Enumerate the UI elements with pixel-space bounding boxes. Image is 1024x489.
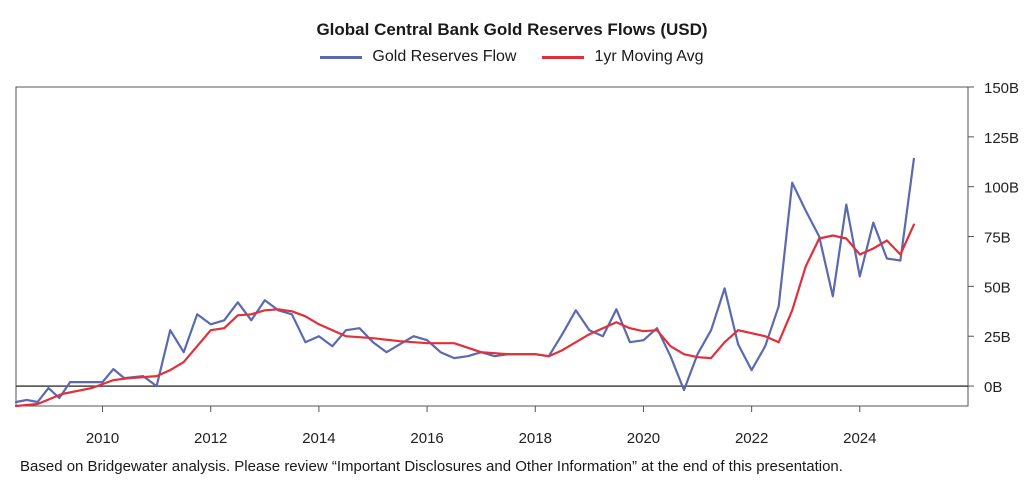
footnote: Based on Bridgewater analysis. Please re… <box>20 458 843 475</box>
legend-label-flow: Gold Reserves Flow <box>372 48 517 65</box>
x-tick-label: 2016 <box>410 430 443 447</box>
x-tick-label: 2024 <box>843 430 876 447</box>
legend-item-flow: Gold Reserves Flow <box>320 48 516 66</box>
series-line-flow <box>14 157 916 404</box>
y-tick-label: 0B <box>984 379 1002 396</box>
legend-item-avg: 1yr Moving Avg <box>542 48 704 66</box>
legend-swatch-flow <box>320 55 363 59</box>
y-tick-label: 125B <box>984 130 1019 147</box>
x-tick-label: 2022 <box>735 430 768 447</box>
x-tick-label: 2020 <box>627 430 660 447</box>
plot-frame <box>15 86 969 407</box>
x-tick-label: 2014 <box>302 430 335 447</box>
y-tick-label: 50B <box>984 279 1011 296</box>
x-tick-label: 2012 <box>194 430 227 447</box>
y-tick-label: 25B <box>984 329 1011 346</box>
chart-title: Global Central Bank Gold Reserves Flows … <box>316 20 708 39</box>
series-line-avg <box>14 223 916 408</box>
x-tick-label: 2018 <box>519 430 552 447</box>
y-tick-label: 100B <box>984 180 1019 197</box>
y-tick-label: 75B <box>984 230 1011 247</box>
legend-swatch-avg <box>542 55 585 59</box>
legend-label-avg: 1yr Moving Avg <box>594 48 704 65</box>
y-tick-label: 150B <box>984 80 1019 97</box>
x-tick-label: 2010 <box>86 430 119 447</box>
chart-legend: Gold Reserves Flow 1yr Moving Avg <box>0 48 1024 66</box>
